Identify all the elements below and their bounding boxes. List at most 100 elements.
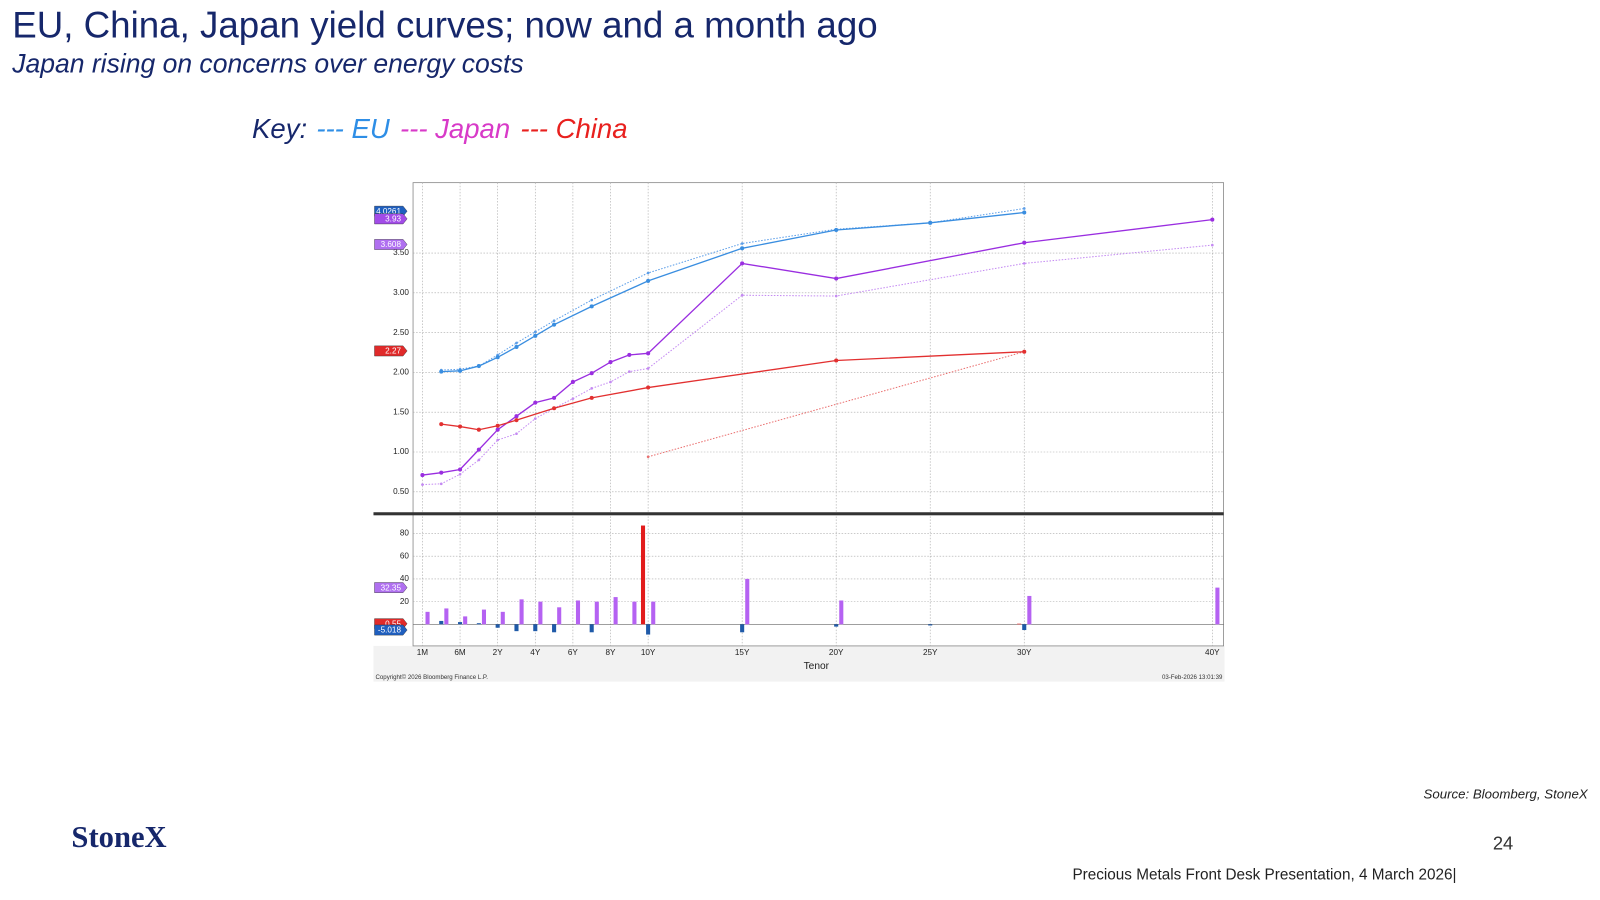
x-tick-label: 20Y <box>829 648 844 657</box>
curve-point <box>834 276 839 281</box>
y-tick-label: 2.50 <box>393 328 409 337</box>
curve-point <box>458 467 463 472</box>
x-tick-label: 1M <box>417 648 429 657</box>
curve-point <box>421 483 424 486</box>
change-bar <box>1017 623 1022 625</box>
footer: Precious Metals Front Desk Presentation,… <box>1072 867 1456 884</box>
curve-point <box>646 455 650 459</box>
value-tag <box>374 345 408 357</box>
key-entry: --- China <box>520 113 627 144</box>
curve-point <box>476 427 481 432</box>
value-tag-label: 2.27 <box>385 347 401 356</box>
curve-point <box>608 360 613 365</box>
key-label: Key: <box>252 113 307 144</box>
x-tick-label: 30Y <box>1017 648 1032 657</box>
curve-point <box>495 423 500 428</box>
change-bar <box>834 624 839 627</box>
x-tick-label: 15Y <box>735 648 750 657</box>
x-tick-label: 6M <box>454 648 466 657</box>
x-tick-label: 10Y <box>641 648 656 657</box>
change-bar <box>514 624 519 632</box>
curve-point <box>439 369 444 374</box>
curve-point <box>646 367 650 370</box>
curve-point <box>1210 217 1215 222</box>
timestamp: 03-Feb-2026 13:01:39 <box>1162 674 1223 681</box>
curve-point <box>1210 243 1214 247</box>
x-tick-label: 25Y <box>923 648 938 657</box>
slide-subtitle: Japan rising on concerns over energy cos… <box>11 48 523 78</box>
curve-point <box>1022 262 1026 265</box>
change-bar <box>839 600 844 625</box>
value-tag <box>374 624 408 636</box>
y-tick-label: 3.50 <box>393 248 409 257</box>
change-bar <box>740 624 745 633</box>
value-tag-label: 4.0261 <box>376 207 401 216</box>
change-bar <box>439 620 444 625</box>
slide-title: EU, China, Japan yield curves; now and a… <box>12 4 877 45</box>
curve-point <box>533 400 538 405</box>
change-bar <box>552 624 557 633</box>
curve-point <box>458 424 463 429</box>
curve-point <box>646 278 651 283</box>
value-tag <box>374 239 408 250</box>
curve-point <box>627 352 632 357</box>
change-bar <box>640 525 646 625</box>
key-entry: --- Japan <box>400 113 510 144</box>
curve-point <box>496 438 500 442</box>
value-tag-label: 3.608 <box>381 240 402 249</box>
x-tick-label: 8Y <box>606 648 617 657</box>
curve-point <box>533 417 537 420</box>
value-tag-label: 3.93 <box>385 215 401 224</box>
key-entry: --- EU <box>316 113 391 144</box>
change-bar <box>519 599 524 625</box>
curve-point <box>590 298 594 302</box>
x-tick-label: 2Y <box>493 648 504 657</box>
curve-point <box>740 246 745 251</box>
change-bar <box>928 624 933 626</box>
value-tag <box>374 213 408 225</box>
curve-point <box>834 294 838 298</box>
source: Source: Bloomberg, StoneX <box>1424 786 1589 801</box>
curve-point <box>1022 210 1027 215</box>
curve-point <box>609 380 612 384</box>
curve-point <box>552 322 557 327</box>
curve-point <box>515 341 518 345</box>
x-tick-label: 40Y <box>1205 648 1220 657</box>
curve-point <box>1022 349 1027 354</box>
curve-point <box>420 473 425 478</box>
curve-point <box>514 414 519 419</box>
change-bar <box>1022 624 1027 631</box>
change-bar <box>476 623 481 625</box>
change-bar <box>444 608 449 625</box>
curve-point <box>514 418 519 423</box>
y-tick-label: 3.00 <box>393 288 409 297</box>
page-number: 24 <box>1493 833 1513 854</box>
change-bar <box>632 601 637 625</box>
y-tick-label: 1.50 <box>393 407 409 416</box>
change-bar <box>481 609 487 625</box>
value-tag-label: 0.55 <box>385 619 401 628</box>
curve-point <box>590 387 594 390</box>
curve-point <box>1022 240 1027 245</box>
y-tick-label: 60 <box>400 551 410 560</box>
change-bar <box>745 578 750 625</box>
curve <box>441 351 1025 431</box>
curve-point <box>495 427 500 432</box>
change-bar <box>646 624 651 635</box>
curve-point <box>439 482 443 486</box>
change-bar <box>500 611 505 625</box>
y-tick-label: 2.00 <box>393 368 409 377</box>
curve-point <box>458 368 463 373</box>
curve-point <box>476 447 481 452</box>
curve-point <box>533 330 537 334</box>
y-tick-label: 1.00 <box>393 447 409 456</box>
copyright: Copyright© 2026 Bloomberg Finance L.P. <box>376 674 489 681</box>
axis-strip <box>373 645 1225 682</box>
change-bar <box>463 616 468 625</box>
y-tick-label: 80 <box>400 529 410 538</box>
curve-point <box>646 351 651 356</box>
x-tick-label: 6Y <box>568 648 579 657</box>
curve-point <box>646 271 650 275</box>
curve-point <box>646 385 651 390</box>
panel-separator <box>373 512 1224 516</box>
